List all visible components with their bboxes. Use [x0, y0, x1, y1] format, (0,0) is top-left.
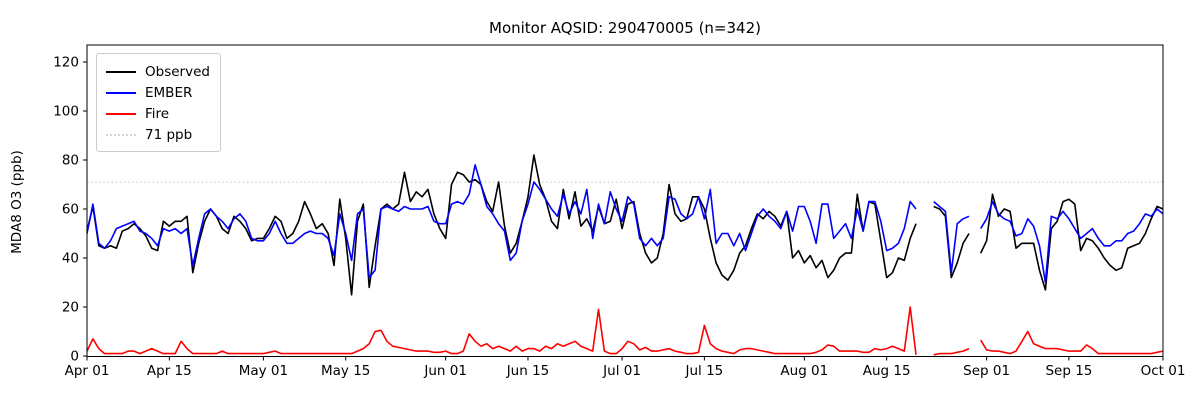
- legend-label: Fire: [145, 105, 170, 122]
- y-tick-label: 0: [70, 349, 79, 365]
- series-ember: [86, 164, 1164, 284]
- legend-swatch-dotted: [106, 133, 136, 136]
- legend-item: Observed: [106, 61, 210, 82]
- legend-label: Observed: [145, 63, 210, 80]
- series-observed: [86, 154, 1164, 296]
- legend-swatch-solid: [106, 91, 136, 94]
- legend-swatch-solid: [106, 70, 136, 73]
- y-axis-label: MDA8 O3 (ppb): [9, 150, 25, 254]
- y-tick-label: 80: [62, 153, 79, 169]
- chart-legend: Observed EMBER Fire 71 ppb: [96, 53, 221, 152]
- x-tick-label: Jul 01: [602, 363, 641, 379]
- x-tick-label: Aug 01: [780, 363, 828, 379]
- y-tick-label: 100: [53, 104, 79, 120]
- legend-item: Fire: [106, 103, 210, 124]
- x-tick-label: Aug 15: [863, 363, 911, 379]
- series-fire: [86, 306, 1164, 356]
- x-tick-label: May 15: [321, 363, 370, 379]
- y-axis-ticks: 0 20 40 60 80 100 120: [53, 55, 87, 365]
- x-tick-label: Apr 15: [147, 363, 192, 379]
- chart-title: Monitor AQSID: 290470005 (n=342): [489, 19, 761, 37]
- legend-item: 71 ppb: [106, 124, 210, 145]
- x-axis-ticks: Apr 01 Apr 15 May 01 May 15 Jun 01 Jun 15 Jul …: [65, 356, 1186, 379]
- x-tick-label: Sep 15: [1045, 363, 1092, 379]
- y-tick-label: 20: [62, 300, 79, 316]
- legend-swatch-solid: [106, 112, 136, 115]
- legend-item: EMBER: [106, 82, 210, 103]
- y-tick-label: 40: [62, 251, 79, 267]
- x-tick-label: Jun 15: [506, 363, 550, 379]
- plot-frame: [86, 44, 1164, 357]
- x-tick-label: Oct 01: [1141, 363, 1186, 379]
- y-tick-label: 120: [53, 55, 79, 71]
- y-tick-label: 60: [62, 202, 79, 218]
- x-tick-label: Apr 01: [65, 363, 110, 379]
- legend-label: EMBER: [145, 84, 193, 101]
- x-tick-label: Jun 01: [423, 363, 467, 379]
- x-tick-label: Jul 15: [684, 363, 723, 379]
- x-tick-label: May 01: [239, 363, 288, 379]
- x-tick-label: Sep 01: [963, 363, 1010, 379]
- legend-label: 71 ppb: [145, 126, 193, 143]
